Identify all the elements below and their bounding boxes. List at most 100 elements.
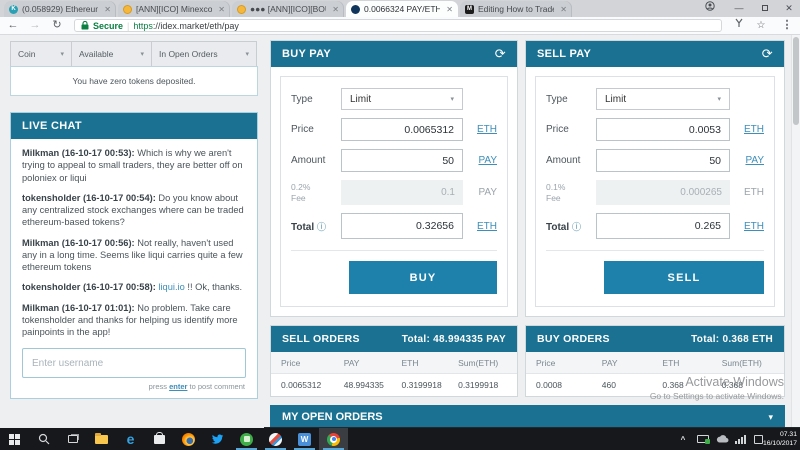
- buy-orders-header: BUY ORDERS Total: 0.368 ETH: [526, 326, 784, 352]
- folder-icon: [95, 432, 108, 444]
- buy-amount-input[interactable]: [341, 149, 463, 172]
- total-label: Total ⓘ: [291, 221, 326, 233]
- browser-toolbar: ← → ↻ Secure | https://idex.market/eth/p…: [0, 17, 800, 35]
- tab-title: (0.058929) Ethereum ETH: [22, 4, 98, 14]
- refresh-icon[interactable]: ⟳: [761, 46, 773, 61]
- pay-unit-link[interactable]: PAY: [478, 155, 497, 166]
- extension-icon[interactable]: [730, 17, 748, 34]
- search-button[interactable]: [29, 428, 58, 450]
- browser-menu-icon[interactable]: ⋮: [781, 19, 793, 31]
- table-header: Price PAY ETH Sum(ETH): [271, 352, 517, 374]
- tab-close-icon[interactable]: ✕: [218, 4, 225, 14]
- tab-close-icon[interactable]: ✕: [446, 4, 453, 14]
- refresh-icon[interactable]: ⟳: [494, 46, 506, 61]
- back-button[interactable]: ←: [7, 19, 19, 31]
- taskbar-clock[interactable]: 07.31 16/10/2017: [747, 428, 797, 450]
- buy-orders-panel: BUY ORDERS Total: 0.368 ETH Price PAY ET…: [525, 325, 785, 397]
- network-signal-icon[interactable]: [732, 428, 748, 450]
- eth-unit-link[interactable]: ETH: [477, 220, 497, 232]
- start-button[interactable]: [0, 428, 29, 450]
- tab-minexcoin[interactable]: [ANN][ICO] Minexcoin - ✕: [118, 1, 230, 17]
- page-scrollbar[interactable]: [791, 35, 800, 427]
- w-app-button[interactable]: W: [290, 428, 319, 450]
- buy-orders-title: BUY ORDERS: [537, 333, 610, 345]
- price-label: Price: [546, 124, 569, 135]
- eth-unit-link[interactable]: ETH: [744, 124, 764, 135]
- edge-icon: e: [126, 431, 135, 447]
- enter-link[interactable]: enter: [169, 382, 188, 391]
- green-app-button[interactable]: [232, 428, 261, 450]
- address-bar[interactable]: Secure | https://idex.market/eth/pay: [74, 19, 722, 32]
- info-icon[interactable]: ⓘ: [571, 221, 581, 232]
- buy-price-input[interactable]: [341, 118, 463, 141]
- sell-amount-input[interactable]: [596, 149, 730, 172]
- forward-button[interactable]: →: [29, 19, 41, 31]
- eth-unit-link[interactable]: ETH: [744, 220, 764, 232]
- table-row[interactable]: 0.0065312 48.994335 0.3199918 0.3199918: [281, 380, 499, 390]
- buy-button[interactable]: BUY: [349, 261, 497, 294]
- chat-message: Milkman (16-10-17 00:53): Which is why w…: [22, 148, 243, 183]
- sell-orders-header: SELL ORDERS Total: 48.994335 PAY: [271, 326, 517, 352]
- buy-pay-panel: BUY PAY ⟳ Type Limit▾ Price ETH Amoun: [270, 40, 518, 317]
- action-center-icon[interactable]: [750, 428, 766, 450]
- rocket-app-button[interactable]: [261, 428, 290, 450]
- amount-label: Amount: [546, 155, 581, 166]
- tab-ethereum[interactable]: K (0.058929) Ethereum ETH ✕: [4, 1, 116, 17]
- close-button[interactable]: ✕: [785, 3, 793, 13]
- chat-username-input[interactable]: [22, 348, 246, 378]
- tab-close-icon[interactable]: ✕: [560, 4, 567, 14]
- edge-button[interactable]: e: [116, 428, 145, 450]
- refresh-button[interactable]: ↻: [52, 19, 62, 31]
- windows-taskbar: e W ^: [0, 428, 800, 450]
- buy-total-input[interactable]: [341, 213, 463, 239]
- clock-date: 16/10/2017: [762, 440, 797, 447]
- bookmark-star-icon[interactable]: ☆: [756, 20, 766, 31]
- sell-price-input[interactable]: [596, 118, 730, 141]
- balances-available-dropdown[interactable]: Available ▾: [71, 41, 152, 67]
- tab-close-icon[interactable]: ✕: [332, 4, 339, 14]
- pay-unit-link[interactable]: PAY: [745, 155, 764, 166]
- info-icon[interactable]: ⓘ: [316, 221, 326, 232]
- minimize-button[interactable]: —: [734, 3, 744, 13]
- medium-favicon: M: [465, 4, 474, 14]
- table-row[interactable]: 0.0008 460 0.368 0.368: [536, 380, 744, 390]
- sell-type-select[interactable]: Limit ▾: [596, 88, 730, 110]
- onedrive-cloud-icon[interactable]: [714, 428, 730, 450]
- tab-title: 0.0066324 PAY/ETH - IDE: [364, 4, 441, 14]
- buy-panel-header: BUY PAY ⟳: [271, 41, 517, 67]
- chevron-down-icon: ▾: [60, 51, 64, 58]
- tab-close-icon[interactable]: ✕: [104, 4, 111, 14]
- profile-icon[interactable]: [697, 0, 723, 17]
- sell-button[interactable]: SELL: [604, 261, 764, 294]
- table-header: Price PAY ETH Sum(ETH): [526, 352, 784, 374]
- task-view-button[interactable]: [58, 428, 87, 450]
- restore-button[interactable]: [752, 0, 778, 17]
- fee-unit: ETH: [744, 187, 764, 198]
- tab-idex-active[interactable]: 0.0066324 PAY/ETH - IDE ✕: [346, 1, 458, 17]
- chevron-down-icon: ▾: [450, 96, 454, 103]
- tab-bounty[interactable]: ●●● [ANN][ICO][BOUN ✕: [232, 1, 344, 17]
- balances-coin-dropdown[interactable]: Coin ▾: [10, 41, 72, 67]
- tab-medium[interactable]: M Editing How to Trade At ✕: [460, 1, 572, 17]
- eth-unit-link[interactable]: ETH: [477, 124, 497, 135]
- my-open-orders-bar[interactable]: MY OPEN ORDERS ▾: [270, 405, 785, 429]
- balances-open-orders-dropdown[interactable]: In Open Orders ▾: [151, 41, 257, 67]
- file-explorer-button[interactable]: [87, 428, 116, 450]
- total-label: Total ⓘ: [546, 221, 581, 233]
- store-button[interactable]: [145, 428, 174, 450]
- chat-title: LIVE CHAT: [22, 120, 82, 132]
- firefox-button[interactable]: [174, 428, 203, 450]
- chevron-down-icon[interactable]: ▾: [768, 411, 773, 422]
- type-label: Type: [546, 93, 568, 105]
- scrollbar-thumb[interactable]: [793, 37, 799, 125]
- buy-fee-value: 0.1: [341, 180, 463, 205]
- buy-type-select[interactable]: Limit ▾: [341, 88, 463, 110]
- liqui-link[interactable]: liqui.io: [158, 282, 185, 293]
- sell-total-input[interactable]: [596, 213, 730, 239]
- chevron-down-icon: ▾: [140, 51, 144, 58]
- tray-expand-icon[interactable]: ^: [680, 434, 686, 444]
- chat-message: Milkman (16-10-17 00:56): Not really, ha…: [22, 237, 243, 273]
- twitter-button[interactable]: [203, 428, 232, 450]
- security-monitor-tray-icon[interactable]: [694, 428, 712, 450]
- chrome-button[interactable]: [319, 428, 348, 450]
